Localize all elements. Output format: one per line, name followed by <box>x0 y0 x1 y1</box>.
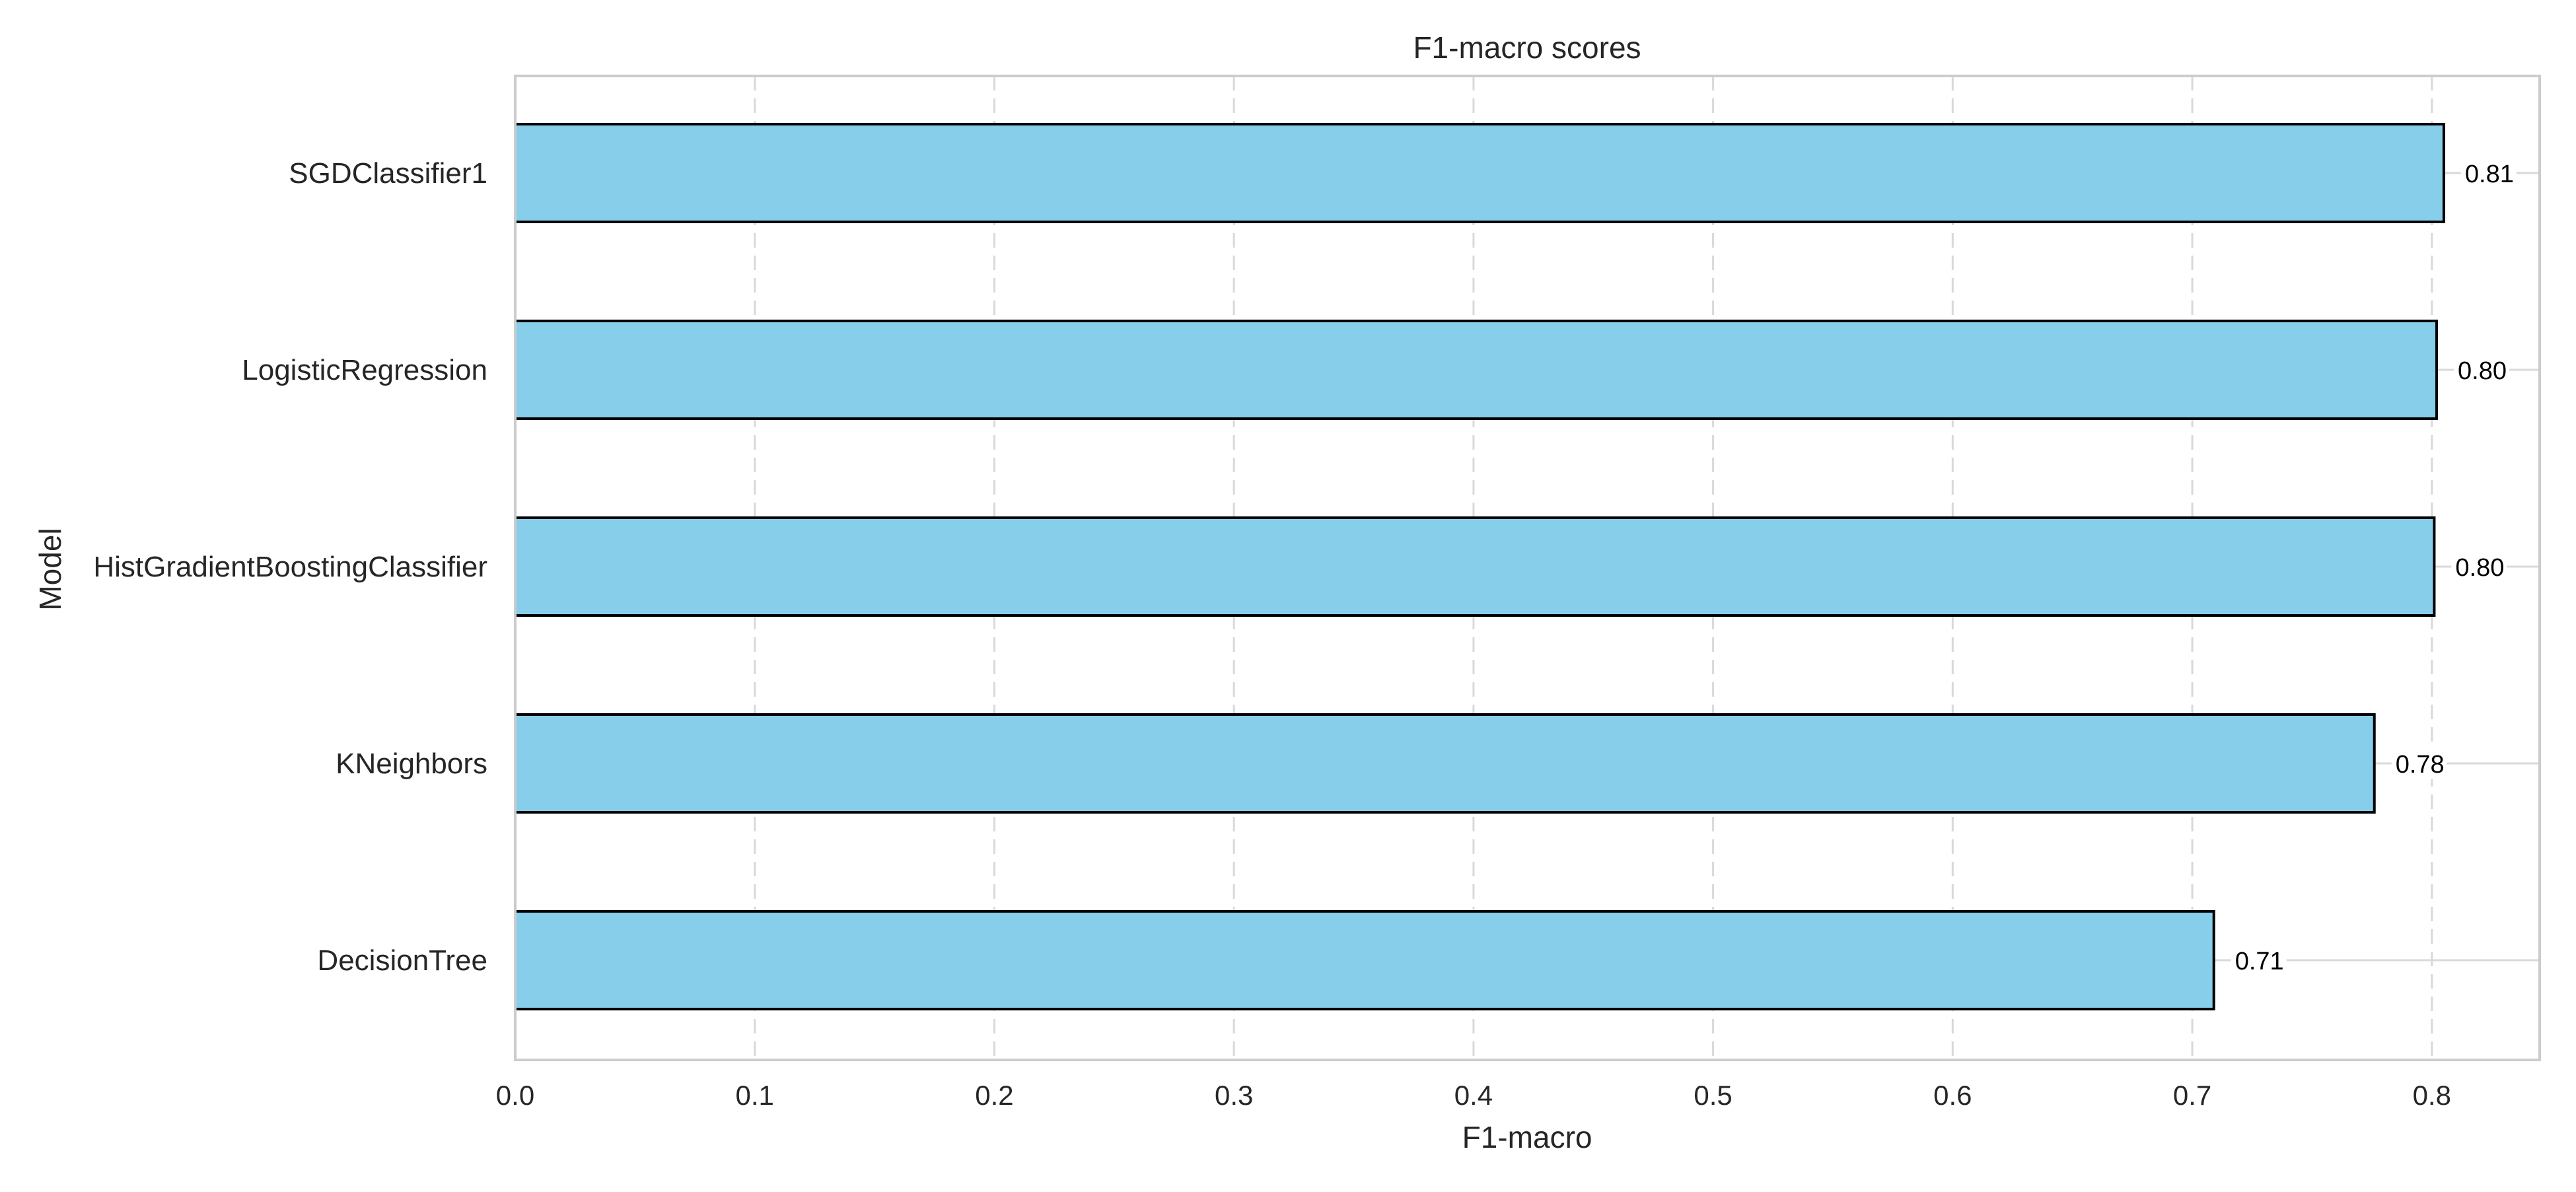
x-tick-label: 0.7 <box>2173 1080 2211 1111</box>
value-label-background <box>2391 748 2447 779</box>
x-tick-label: 0.6 <box>1933 1080 1972 1111</box>
value-label-background <box>2451 551 2507 582</box>
plot-frame <box>514 75 2541 1061</box>
bar <box>514 910 2215 1010</box>
y-axis-label: Model <box>33 528 67 610</box>
bar <box>514 123 2445 223</box>
x-tick-label: 0.1 <box>736 1080 774 1111</box>
bar <box>514 320 2439 420</box>
x-tick-label: 0.5 <box>1694 1080 1732 1111</box>
x-tick-label: 0.4 <box>1454 1080 1493 1111</box>
bars-layer <box>514 123 2445 1010</box>
value-label: 0.80 <box>2458 357 2507 385</box>
bar <box>514 713 2376 814</box>
value-label-background <box>2454 354 2510 386</box>
x-tick-labels: 0.0 0.1 0.2 0.3 0.4 0.5 0.6 0.7 0.8 <box>496 1080 2451 1111</box>
x-tick-label: 0.0 <box>496 1080 534 1111</box>
x-tick-label: 0.8 <box>2413 1080 2451 1111</box>
x-axis-label: F1-macro <box>1462 1120 1592 1154</box>
y-tick-label: KNeighbors <box>336 748 487 780</box>
value-label: 0.71 <box>2235 948 2284 975</box>
value-label-background <box>2460 157 2517 189</box>
x-tick-label: 0.3 <box>1215 1080 1253 1111</box>
x-tick-label: 0.2 <box>975 1080 1013 1111</box>
value-label: 0.78 <box>2396 751 2445 779</box>
y-tick-labels: SGDClassifier1 LogisticRegression HistGrad… <box>93 157 487 977</box>
y-tick-label: SGDClassifier1 <box>289 157 487 190</box>
y-tick-label: HistGradientBoostingClassifier <box>93 551 487 583</box>
value-label: 0.80 <box>2455 554 2504 582</box>
value-label: 0.81 <box>2465 160 2514 188</box>
value-label-background <box>2231 944 2287 976</box>
value-labels-layer: 0.81 0.80 0.80 0.78 0.71 <box>2231 157 2517 976</box>
y-tick-label: DecisionTree <box>317 944 487 977</box>
y-tick-label: LogisticRegression <box>242 354 487 386</box>
bar <box>514 516 2436 617</box>
chart-title: F1-macro scores <box>1413 30 1641 65</box>
